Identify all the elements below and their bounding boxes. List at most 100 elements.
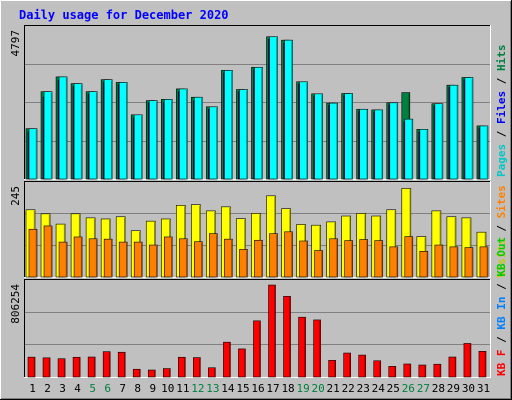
bar-pages-day-11: [179, 88, 188, 180]
bar-sites-day-4-shadow: [80, 237, 83, 277]
x-tick-label-day-4: 4: [74, 382, 81, 395]
x-tick-label-day-11: 11: [176, 382, 189, 395]
bar-kbf-day-26-shadow: [409, 364, 411, 377]
bar-sites-day-25-shadow: [396, 247, 398, 277]
x-tick-label-day-18: 18: [281, 382, 294, 395]
bar-visits-day-26-shadow: [409, 189, 411, 277]
bar-sites-day-1-shadow: [35, 230, 37, 277]
bar-kbf-day-15-shadow: [244, 349, 246, 377]
bar-kbf-day-14-shadow: [229, 343, 231, 377]
bar-sites-day-9-shadow: [156, 246, 158, 277]
bar-sites-day-11-shadow: [186, 239, 188, 277]
bar-sites-day-22-shadow: [351, 241, 353, 277]
bar-sites-day-19-shadow: [306, 242, 308, 277]
bar-pages-day-7-shadow: [125, 83, 128, 179]
bar-pages-day-16-shadow: [261, 68, 263, 179]
bar-sites-day-6-shadow: [110, 240, 113, 277]
x-tick-label-day-6: 6: [104, 382, 111, 395]
bar-pages-day-2-shadow: [50, 92, 53, 179]
bar-kbf-day-7: [117, 351, 126, 378]
bar-kbf-day-7-shadow: [123, 353, 126, 377]
bar-pages-day-24-shadow: [381, 110, 383, 179]
bar-sites-day-6: [103, 238, 113, 278]
bar-pages-day-6-shadow: [110, 80, 113, 179]
x-tick-label-day-13: 13: [206, 382, 219, 395]
bar-sites-day-8-shadow: [141, 243, 143, 277]
legend-entry-sites: Sites: [495, 185, 508, 218]
bar-pages-day-9: [148, 100, 158, 180]
bar-sites-day-30-shadow: [471, 248, 473, 277]
legend-separator: /: [495, 330, 508, 350]
bar-kbf-day-8-shadow: [139, 370, 141, 377]
bar-pages-day-31-shadow: [486, 126, 488, 179]
bar-sites-day-7-shadow: [125, 243, 128, 277]
bar-sites-day-3-shadow: [65, 243, 68, 277]
bar-pages-day-28-shadow: [441, 104, 443, 179]
x-tick-label-day-25: 25: [387, 382, 400, 395]
x-tick-label-day-8: 8: [134, 382, 141, 395]
bar-kbf-day-5-shadow: [93, 358, 96, 377]
bar-kbf-day-13-shadow: [214, 368, 216, 377]
x-tick-label-day-23: 23: [357, 382, 370, 395]
bar-kbf-day-30-shadow: [469, 344, 471, 377]
bar-kbf-day-21-shadow: [334, 361, 336, 377]
legend-entry-kb-out: KB Out: [495, 237, 508, 277]
bar-pages-day-9-shadow: [156, 101, 158, 179]
bar-sites-day-10: [163, 236, 173, 278]
bar-kbf-day-10: [162, 368, 171, 378]
bar-kbf-day-17-shadow: [274, 286, 276, 377]
bar-sites-day-27-shadow: [426, 252, 428, 277]
bar-pages-day-26-shadow: [411, 120, 413, 179]
bar-sites-day-9: [148, 244, 158, 278]
legend-group-hits: Pages / Files / Hits: [495, 45, 508, 178]
bar-sites-day-5: [88, 238, 98, 278]
x-tick-label-day-30: 30: [462, 382, 475, 395]
bar-pages-day-7: [118, 82, 128, 180]
panel-kbytes: 806254: [9, 279, 491, 378]
bar-kbf-day-10-shadow: [169, 369, 171, 377]
bar-pages-day-11-shadow: [186, 89, 188, 179]
bar-kbf-day-19-shadow: [304, 318, 306, 377]
bar-kbf-day-1-shadow: [33, 358, 35, 377]
x-tick-label-day-22: 22: [342, 382, 355, 395]
bar-pages-day-13-shadow: [216, 107, 218, 179]
x-tick-label-day-24: 24: [372, 382, 386, 395]
bar-pages-day-4-shadow: [80, 84, 83, 179]
legend-separator: /: [495, 277, 508, 297]
legend-entry-files: Files: [495, 91, 508, 124]
legend-entry-kb-f: KB F: [495, 350, 508, 377]
bar-kbf-day-22-shadow: [349, 354, 351, 377]
x-tick-label-day-16: 16: [251, 382, 264, 395]
x-tick-label-day-21: 21: [327, 382, 340, 395]
bar-pages-day-8-shadow: [141, 115, 143, 179]
bar-sites-day-2-shadow: [50, 226, 53, 277]
bar-kbf-day-4-shadow: [78, 358, 81, 377]
bar-kbf-day-23-shadow: [364, 356, 366, 377]
panel-hits-max-label: 4797: [9, 30, 22, 57]
bar-sites-day-29-shadow: [456, 247, 458, 277]
x-tick-label-day-10: 10: [161, 382, 174, 395]
bar-kbf-day-2-shadow: [48, 358, 51, 377]
x-tick-label-day-12: 12: [191, 382, 204, 395]
bar-kbf-day-16-shadow: [259, 321, 261, 377]
bar-pages-day-25-shadow: [396, 103, 398, 179]
bar-pages-day-19-shadow: [306, 82, 308, 179]
legend-separator: /: [495, 124, 508, 144]
bar-visits-day-25-shadow: [394, 210, 396, 277]
bar-pages-day-27-shadow: [426, 130, 428, 179]
bar-kbf-day-24-shadow: [379, 361, 381, 377]
bar-kbf-day-31-shadow: [484, 352, 486, 377]
bar-kbf-day-27-shadow: [424, 366, 426, 377]
bar-sites-day-13-shadow: [216, 234, 218, 277]
bar-pages-day-10: [163, 99, 173, 180]
bar-sites-day-7: [118, 241, 128, 278]
bar-visits-day-28-shadow: [439, 211, 441, 277]
legend-entry-kb-in: KB In: [495, 297, 508, 330]
bar-pages-day-21-shadow: [336, 104, 338, 179]
legend-entry-pages: Pages: [495, 144, 508, 177]
legend-separator: /: [495, 71, 508, 91]
panel-visits-max-label: 245: [9, 186, 22, 206]
x-tick-label-day-31: 31: [477, 382, 490, 395]
